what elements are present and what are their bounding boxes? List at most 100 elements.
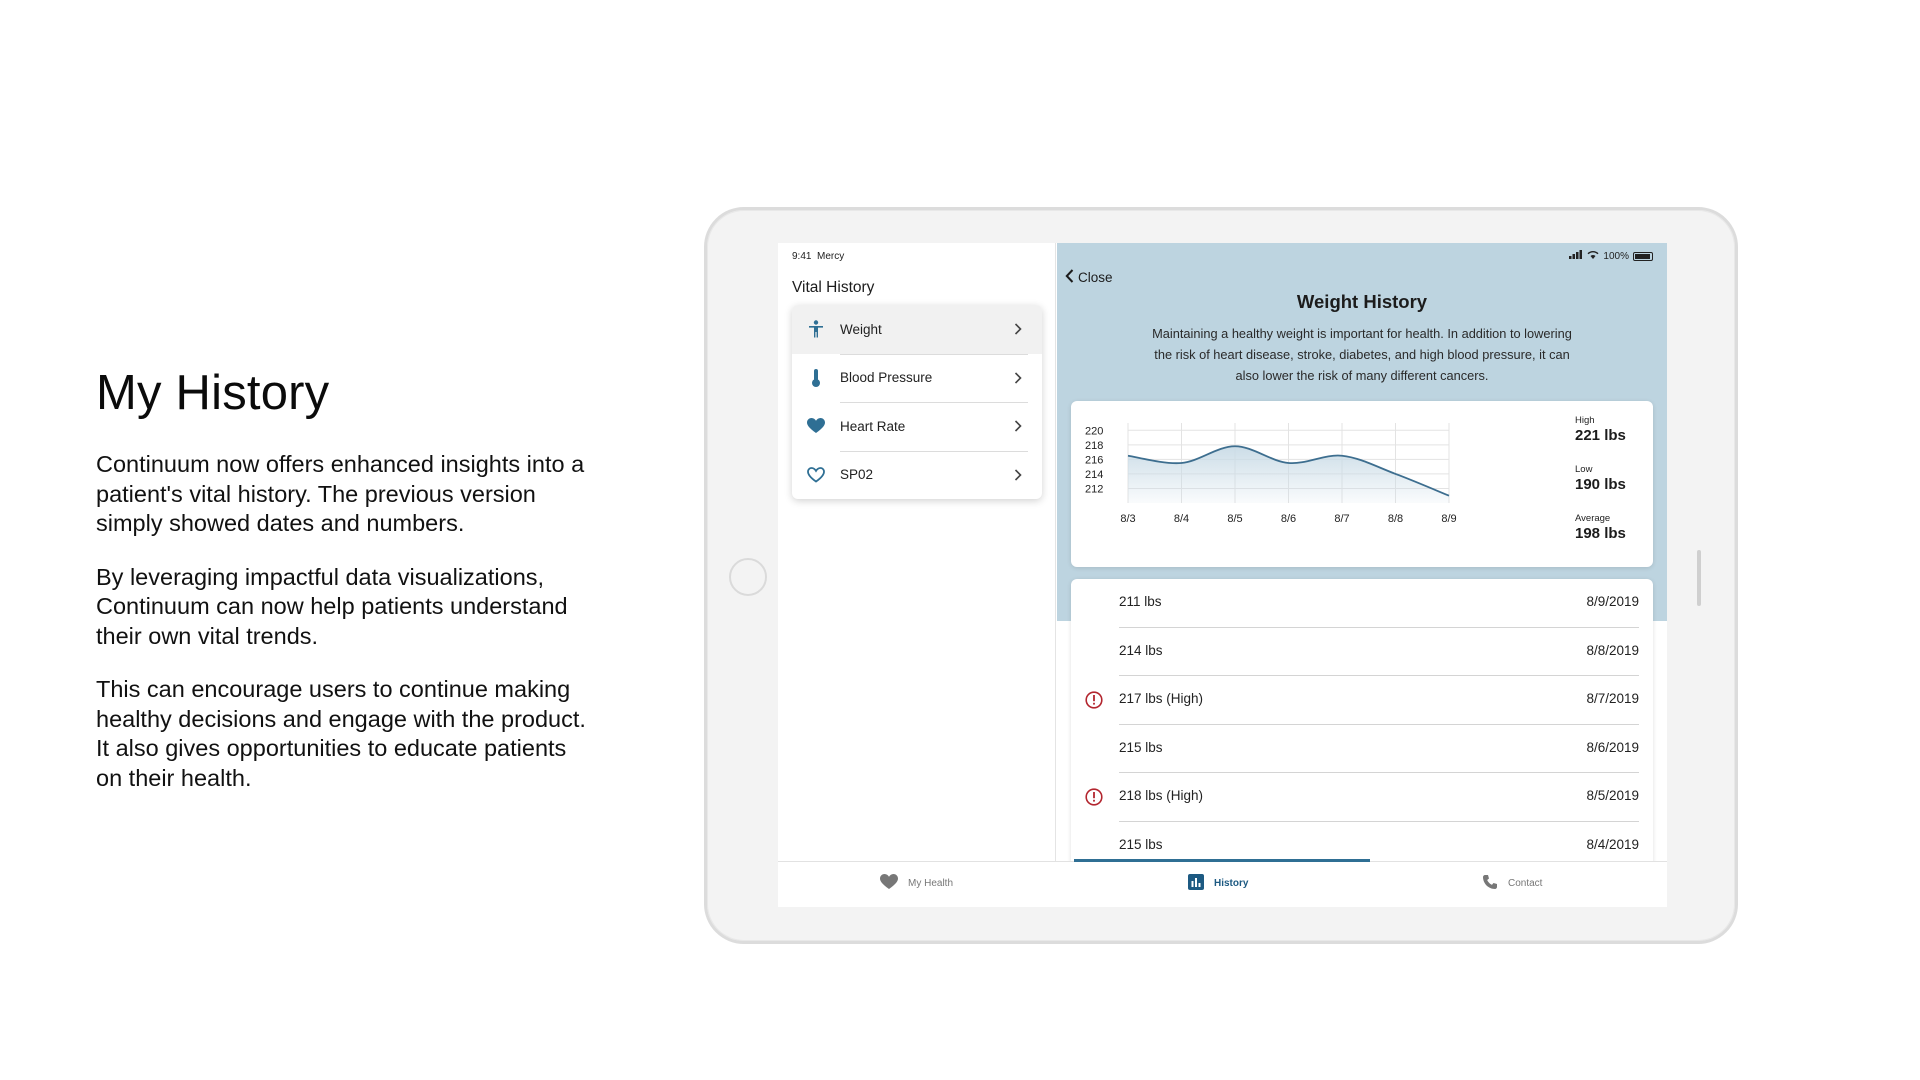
log-row[interactable]: 211 lbs 8/9/2019 [1071, 579, 1653, 628]
row-divider [1119, 772, 1639, 773]
vital-item-blood-pressure[interactable]: Blood Pressure [792, 353, 1042, 403]
log-value: 214 lbs [1119, 642, 1163, 658]
status-bar-left: 9:41 Mercy [792, 251, 844, 262]
log-date: 8/4/2019 [1586, 836, 1639, 852]
alert-icon [1085, 788, 1103, 806]
slide-title: My History [96, 366, 330, 420]
log-date: 8/6/2019 [1586, 739, 1639, 755]
bar-chart-icon [1188, 874, 1204, 893]
x-tick-label: 8/9 [1441, 513, 1456, 525]
vital-item-label: Weight [840, 321, 882, 337]
active-tab-indicator [1074, 859, 1370, 862]
status-carrier: Mercy [817, 251, 845, 262]
stat-value: 198 lbs [1575, 525, 1626, 542]
stat-label: Low [1575, 464, 1593, 475]
log-value: 218 lbs (High) [1119, 788, 1204, 803]
weight-history-description: Maintaining a healthy weight is importan… [1152, 326, 1572, 383]
log-row[interactable]: 215 lbs 8/6/2019 [1071, 725, 1653, 773]
log-value: 217 lbs (High) [1119, 691, 1204, 706]
stat-low: Low 190 lbs [1575, 464, 1626, 493]
stat-average: Average 198 lbs [1575, 513, 1626, 542]
log-value: 211 lbs [1119, 594, 1162, 609]
vital-item-weight[interactable]: Weight [792, 305, 1042, 354]
x-tick-label: 8/5 [1227, 513, 1242, 525]
x-tick-label: 8/7 [1334, 513, 1349, 525]
slide-body: Continuum now offers enhanced insights i… [96, 450, 586, 817]
slide-paragraph: This can encourage users to continue mak… [96, 676, 586, 791]
log-row[interactable]: 215 lbs 8/4/2019 [1071, 822, 1653, 871]
slide-paragraph: Continuum now offers enhanced insights i… [96, 451, 585, 536]
vital-item-label: Blood Pressure [840, 370, 933, 386]
tab-my-health[interactable]: My Health [880, 874, 953, 893]
y-tick-label: 214 [1085, 469, 1103, 481]
heart-outline-icon [806, 465, 826, 485]
x-tick-label: 8/3 [1120, 513, 1135, 525]
chevron-right-icon [1014, 371, 1022, 387]
battery-percent: 100% [1603, 250, 1629, 262]
tab-bar: My Health History Contact [778, 859, 1667, 907]
phone-icon [1482, 874, 1498, 893]
heart-filled-icon [806, 416, 826, 436]
weight-history-title: Weight History [1296, 291, 1428, 312]
log-value: 215 lbs [1119, 836, 1163, 852]
close-button[interactable]: Close [1065, 269, 1113, 286]
ipad-frame: 9:41 Mercy Vital History Weight [704, 207, 1738, 944]
tab-history[interactable]: History [1188, 874, 1248, 893]
vital-item-sp02[interactable]: SP02 [792, 450, 1042, 500]
log-value: 215 lbs [1119, 739, 1163, 755]
row-divider [1119, 626, 1639, 628]
tab-contact[interactable]: Contact [1482, 874, 1542, 893]
person-icon [806, 319, 826, 339]
chevron-right-icon [1014, 322, 1022, 338]
signal-icon [1569, 250, 1583, 262]
log-row[interactable]: 218 lbs (High) 8/5/2019 [1071, 773, 1653, 822]
battery-icon [1633, 251, 1653, 261]
stat-label: Average [1575, 513, 1611, 524]
stat-high: High 221 lbs [1575, 415, 1626, 444]
close-label: Close [1078, 270, 1113, 285]
vital-list: Weight Blood Pressure [792, 305, 1042, 499]
chevron-right-icon [1014, 468, 1022, 484]
stat-value: 190 lbs [1575, 476, 1626, 493]
vital-item-label: SP02 [840, 467, 874, 483]
x-tick-label: 8/4 [1174, 513, 1189, 525]
tab-label: History [1214, 878, 1249, 889]
heart-icon [880, 874, 898, 893]
side-indicator [1697, 550, 1701, 606]
row-divider [1119, 675, 1639, 676]
x-tick-label: 8/6 [1281, 513, 1296, 525]
status-time: 9:41 [792, 251, 812, 262]
x-tick-label: 8/8 [1388, 513, 1403, 525]
log-date: 8/7/2019 [1586, 691, 1639, 706]
log-date: 8/8/2019 [1586, 642, 1639, 658]
thermometer-icon [806, 368, 826, 388]
log-date: 8/5/2019 [1586, 788, 1639, 803]
alert-icon [1085, 691, 1103, 709]
stat-value: 221 lbs [1575, 427, 1626, 444]
status-bar-right: 100% [1569, 250, 1653, 262]
y-tick-label: 218 [1085, 440, 1103, 452]
y-tick-label: 216 [1085, 454, 1103, 466]
tab-label: My Health [908, 878, 954, 889]
detail-pane: 100% Close Weight History Maintaining a … [1057, 243, 1667, 879]
tab-label: Contact [1508, 878, 1543, 889]
row-divider [1119, 820, 1639, 822]
weight-area [1128, 446, 1449, 503]
log-row[interactable]: 217 lbs (High) 8/7/2019 [1071, 676, 1653, 725]
ipad-screen: 9:41 Mercy Vital History Weight [778, 243, 1667, 907]
stat-label: High [1575, 415, 1595, 426]
chevron-right-icon [1014, 419, 1022, 435]
master-pane: 9:41 Mercy Vital History Weight [778, 243, 1056, 861]
y-tick-label: 212 [1085, 483, 1103, 495]
weight-log-list: 211 lbs 8/9/2019 214 lbs 8/8/2019 217 lb… [1071, 579, 1653, 879]
log-row[interactable]: 214 lbs 8/8/2019 [1071, 628, 1653, 676]
home-button[interactable] [729, 558, 767, 596]
weight-chart-card: 220 218 216 214 212 8/3 8/4 8/5 8/6 8/7 8/8 8/9 Hig… [1071, 401, 1653, 567]
vital-item-heart-rate[interactable]: Heart Rate [792, 402, 1042, 451]
slide-paragraph: By leveraging impactful data visualizati… [96, 563, 568, 649]
y-tick-label: 220 [1085, 425, 1103, 437]
chevron-left-icon [1065, 269, 1074, 286]
row-divider [1119, 723, 1639, 725]
vital-history-title: Vital History [792, 279, 875, 296]
vital-item-label: Heart Rate [840, 418, 906, 434]
